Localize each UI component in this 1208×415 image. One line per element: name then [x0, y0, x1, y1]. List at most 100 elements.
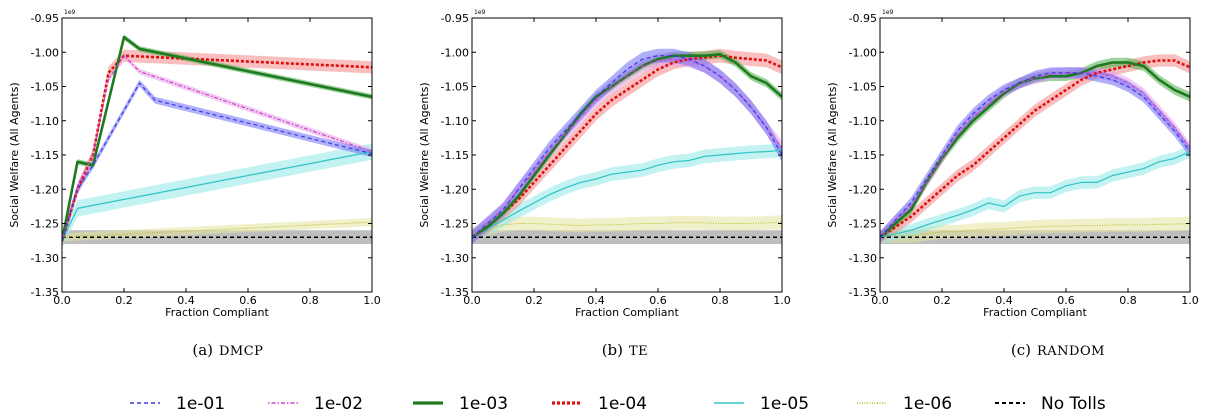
x-tick-label: 0.4 [587, 294, 605, 307]
x-tick-label: 0.4 [177, 294, 195, 307]
series-line-1e-05 [472, 149, 782, 238]
y-tick-label: -1.10 [441, 115, 469, 128]
series-line-1e-03 [62, 35, 372, 241]
x-tick-label: 0.6 [239, 294, 257, 307]
x-axis-label: Fraction Compliant [165, 306, 269, 319]
legend-item: 1e-05 [714, 394, 809, 414]
y-tick-label: -1.15 [849, 149, 877, 162]
x-tick-label: 0.8 [301, 294, 319, 307]
legend-label: 1e-05 [760, 394, 809, 414]
y-tick-label: -0.95 [849, 12, 877, 25]
y-axis-label: Social Welfare (All Agents) [826, 82, 839, 227]
x-tick-label: 0.0 [53, 294, 71, 307]
plot-area [472, 48, 782, 244]
x-tick-label: 0.2 [525, 294, 543, 307]
legend-label: No Tolls [1041, 394, 1106, 414]
x-tick-label: 0.0 [871, 294, 889, 307]
caption-label: (c) [1011, 341, 1031, 359]
series-line-1e-05 [880, 151, 1190, 238]
y-tick-label: -1.25 [31, 218, 59, 231]
series-line-1e-04 [472, 54, 782, 239]
y-tick-label: -1.00 [441, 46, 469, 59]
x-tick-label: 0.2 [933, 294, 951, 307]
caption-label: (b) [602, 341, 623, 359]
caption: (b) TE [602, 341, 648, 359]
y-tick-label: -1.25 [441, 218, 469, 231]
y-tick-label: -1.35 [31, 286, 59, 299]
band-1e-05 [472, 143, 782, 244]
band-1e-03 [880, 57, 1190, 243]
y-tick-label: -1.10 [31, 115, 59, 128]
band-1e-05 [880, 145, 1190, 244]
series-line-1e-06 [62, 221, 372, 238]
band-1e-01 [62, 79, 372, 244]
x-tick-label: 1.0 [773, 294, 791, 307]
series-line-1e-01 [472, 55, 782, 238]
legend-item: 1e-03 [413, 394, 508, 414]
series-line-1e-04 [880, 59, 1190, 239]
series-line-1e-02 [880, 72, 1190, 238]
x-tick-label: 1.0 [1181, 294, 1199, 307]
chart-panel-b: -0.95 -1.00 -1.05 -1.10 -1.15 -1.20 -1.25 -1.30… [418, 9, 791, 359]
x-tick-label: 0.4 [995, 294, 1013, 307]
y-tick-label: -1.15 [441, 149, 469, 162]
plot-area [880, 54, 1190, 244]
band-1e-05 [62, 143, 372, 249]
y-tick-label: -1.20 [441, 183, 469, 196]
y-tick-label: -1.30 [849, 252, 877, 265]
series-line-1e-02 [62, 55, 372, 241]
x-tick-label: 0.6 [1057, 294, 1075, 307]
y-tick-label: -1.10 [849, 115, 877, 128]
legend-label: 1e-04 [598, 394, 647, 414]
y-tick-label: -1.05 [31, 81, 59, 94]
x-tick-label: 1.0 [363, 294, 381, 307]
band-1e-06 [472, 215, 782, 241]
y-exponent-label: 1e9 [64, 9, 76, 16]
y-tick-label: -0.95 [31, 12, 59, 25]
legend-item: 1e-02 [268, 394, 363, 414]
caption-label: (a) [192, 341, 213, 359]
caption-name: DMCP [219, 344, 263, 359]
x-tick-label: 0.8 [1119, 294, 1137, 307]
y-axis-label: Social Welfare (All Agents) [8, 82, 21, 227]
y-tick-label: -1.35 [849, 286, 877, 299]
y-tick-label: -1.30 [31, 252, 59, 265]
y-tick-label: -1.20 [849, 183, 877, 196]
x-tick-label: 0.6 [649, 294, 667, 307]
series-line-1e-01 [62, 82, 372, 241]
legend-label: 1e-06 [903, 394, 952, 414]
series-line-1e-04 [62, 54, 372, 241]
band-1e-01 [880, 67, 1190, 243]
legend-item: 1e-04 [552, 394, 647, 414]
band-1e-06 [880, 216, 1190, 243]
y-tick-label: -1.20 [31, 183, 59, 196]
y-tick-label: -1.35 [441, 286, 469, 299]
y-tick-label: -1.00 [849, 46, 877, 59]
y-tick-label: -0.95 [441, 12, 469, 25]
caption-name: TE [629, 344, 648, 359]
series-line-1e-06 [472, 221, 782, 235]
band-1e-04 [472, 48, 782, 244]
y-tick-label: -1.05 [849, 81, 877, 94]
y-tick-label: -1.15 [31, 149, 59, 162]
chart-panel-c: -0.95 -1.00 -1.05 -1.10 -1.15 -1.20 -1.25 -1.30… [826, 9, 1199, 359]
plot-area [62, 34, 372, 249]
series-line-1e-06 [880, 223, 1190, 237]
chart-panel-a: -0.95 -1.00 -1.05 -1.10 -1.15 -1.20 -1.25 -1.30… [8, 9, 381, 359]
y-tick-label: -1.00 [31, 46, 59, 59]
legend-item: 1e-06 [857, 394, 952, 414]
series-line-1e-05 [62, 151, 372, 241]
caption: (a) DMCP [192, 341, 263, 359]
legend-label: 1e-03 [459, 394, 508, 414]
legend-item: 1e-01 [130, 394, 225, 414]
x-tick-label: 0.0 [463, 294, 481, 307]
x-tick-label: 0.8 [711, 294, 729, 307]
x-axis-label: Fraction Compliant [983, 306, 1087, 319]
y-tick-label: -1.30 [441, 252, 469, 265]
band-1e-04 [62, 49, 372, 247]
y-axis-label: Social Welfare (All Agents) [418, 82, 431, 227]
legend-label: 1e-02 [314, 394, 363, 414]
y-tick-label: -1.25 [849, 218, 877, 231]
series-line-1e-01 [880, 72, 1190, 238]
